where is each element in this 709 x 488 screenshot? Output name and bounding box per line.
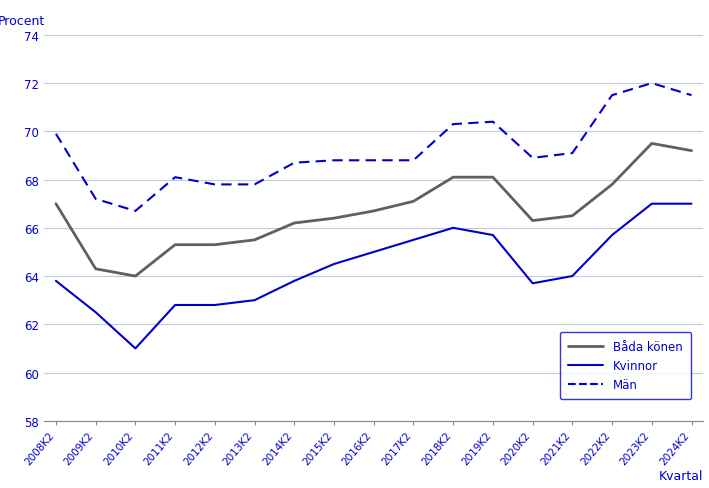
- Kvinnor: [409, 238, 418, 244]
- Båda könen: [369, 208, 378, 214]
- X-axis label: Kvartal: Kvartal: [659, 469, 703, 483]
- Kvinnor: [489, 233, 497, 239]
- Båda könen: [91, 266, 100, 272]
- Kvinnor: [250, 298, 259, 304]
- Män: [91, 197, 100, 203]
- Män: [211, 182, 219, 188]
- Båda könen: [528, 218, 537, 224]
- Män: [489, 120, 497, 125]
- Båda könen: [409, 199, 418, 205]
- Line: Kvinnor: Kvinnor: [56, 204, 691, 349]
- Kvinnor: [211, 303, 219, 308]
- Kvinnor: [608, 233, 616, 239]
- Båda könen: [211, 242, 219, 248]
- Line: Båda könen: Båda könen: [56, 144, 691, 277]
- Män: [449, 122, 457, 128]
- Kvinnor: [290, 278, 298, 284]
- Män: [608, 93, 616, 99]
- Båda könen: [250, 238, 259, 244]
- Båda könen: [52, 202, 60, 207]
- Män: [52, 132, 60, 138]
- Text: Procent: Procent: [0, 15, 45, 28]
- Båda könen: [489, 175, 497, 181]
- Båda könen: [687, 148, 696, 154]
- Kvinnor: [369, 249, 378, 255]
- Båda könen: [449, 175, 457, 181]
- Män: [687, 93, 696, 99]
- Män: [369, 158, 378, 164]
- Kvinnor: [687, 202, 696, 207]
- Män: [131, 208, 140, 214]
- Kvinnor: [568, 274, 576, 280]
- Kvinnor: [131, 346, 140, 352]
- Män: [409, 158, 418, 164]
- Båda könen: [290, 221, 298, 226]
- Män: [171, 175, 179, 181]
- Legend: Båda könen, Kvinnor, Män: Båda könen, Kvinnor, Män: [560, 332, 691, 400]
- Båda könen: [608, 182, 616, 188]
- Line: Män: Män: [56, 84, 691, 211]
- Båda könen: [330, 216, 338, 222]
- Båda könen: [171, 242, 179, 248]
- Män: [528, 156, 537, 162]
- Båda könen: [131, 274, 140, 280]
- Män: [330, 158, 338, 164]
- Kvinnor: [528, 281, 537, 286]
- Båda könen: [568, 213, 576, 219]
- Män: [290, 161, 298, 166]
- Män: [568, 151, 576, 157]
- Kvinnor: [171, 303, 179, 308]
- Kvinnor: [52, 278, 60, 284]
- Kvinnor: [91, 310, 100, 316]
- Båda könen: [647, 141, 656, 147]
- Män: [250, 182, 259, 188]
- Kvinnor: [330, 262, 338, 267]
- Män: [647, 81, 656, 87]
- Kvinnor: [647, 202, 656, 207]
- Kvinnor: [449, 225, 457, 231]
